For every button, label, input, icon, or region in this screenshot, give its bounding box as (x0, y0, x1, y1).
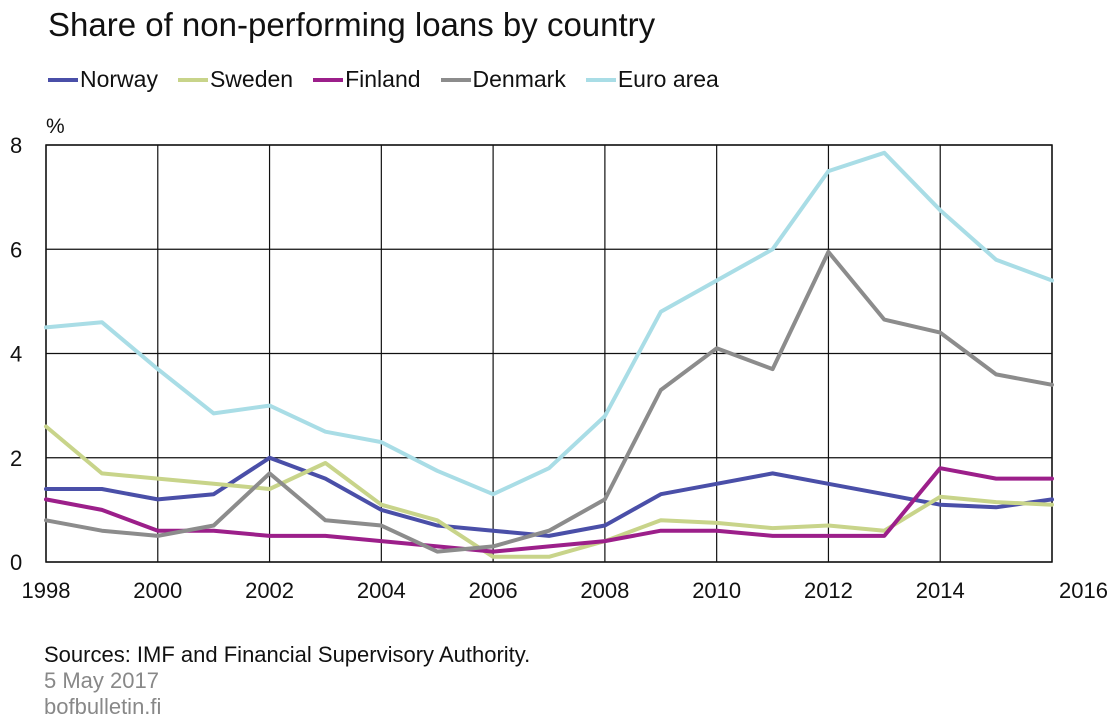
y-axis-unit: % (46, 115, 65, 138)
x-tick-label: 2002 (245, 578, 294, 603)
legend-label-finland: Finland (345, 66, 421, 92)
legend-label-sweden: Sweden (209, 66, 294, 92)
legend-item-sweden: Sweden (177, 66, 294, 93)
y-tick-label: 2 (10, 446, 22, 471)
legend-item-euro-area: Euro area (585, 66, 719, 93)
x-tick-label: 2014 (916, 578, 965, 603)
y-tick-label: 0 (10, 550, 22, 575)
x-tick-label: 2004 (357, 578, 406, 603)
legend-label-denmark: Denmark (472, 66, 566, 92)
chart-title: Share of non-performing loans by country (48, 6, 656, 43)
series-line-sweden (44, 424, 1054, 559)
legend-swatch-sweden (177, 77, 208, 82)
publish-date: 5 May 2017 (44, 668, 159, 693)
y-tick-label: 8 (10, 133, 22, 158)
legend-item-finland: Finland (313, 66, 421, 93)
x-tick-label: 2000 (133, 578, 182, 603)
x-tick-label: 2010 (692, 578, 741, 603)
site-name: bofbulletin.fi (44, 694, 162, 719)
legend-label-euro-area: Euro area (617, 66, 719, 92)
series-line-euro-area (44, 150, 1054, 497)
x-tick-label: 2006 (469, 578, 518, 603)
x-tick-label: 1998 (22, 578, 71, 603)
sources-note: Sources: IMF and Financial Supervisory A… (44, 642, 531, 667)
legend-swatch-euro-area (585, 77, 616, 82)
y-tick-label: 4 (10, 342, 22, 367)
x-tick-label: 2016 (1059, 578, 1108, 603)
series-line-finland (44, 466, 1054, 554)
y-tick-label: 6 (10, 237, 22, 262)
plot-frame (45, 144, 1053, 563)
series-line-norway (44, 455, 1054, 538)
series-line-denmark (44, 249, 1054, 554)
legend-swatch-finland (313, 77, 344, 82)
x-tick-label: 2012 (804, 578, 853, 603)
chart-legend: Norway Sweden Finland Denmark Euro area (48, 66, 739, 93)
legend-item-denmark: Denmark (440, 66, 566, 93)
legend-swatch-denmark (440, 77, 471, 82)
legend-item-norway: Norway (48, 66, 158, 93)
legend-swatch-norway (48, 77, 78, 82)
legend-label-norway: Norway (80, 66, 158, 92)
x-tick-label: 2008 (580, 578, 629, 603)
